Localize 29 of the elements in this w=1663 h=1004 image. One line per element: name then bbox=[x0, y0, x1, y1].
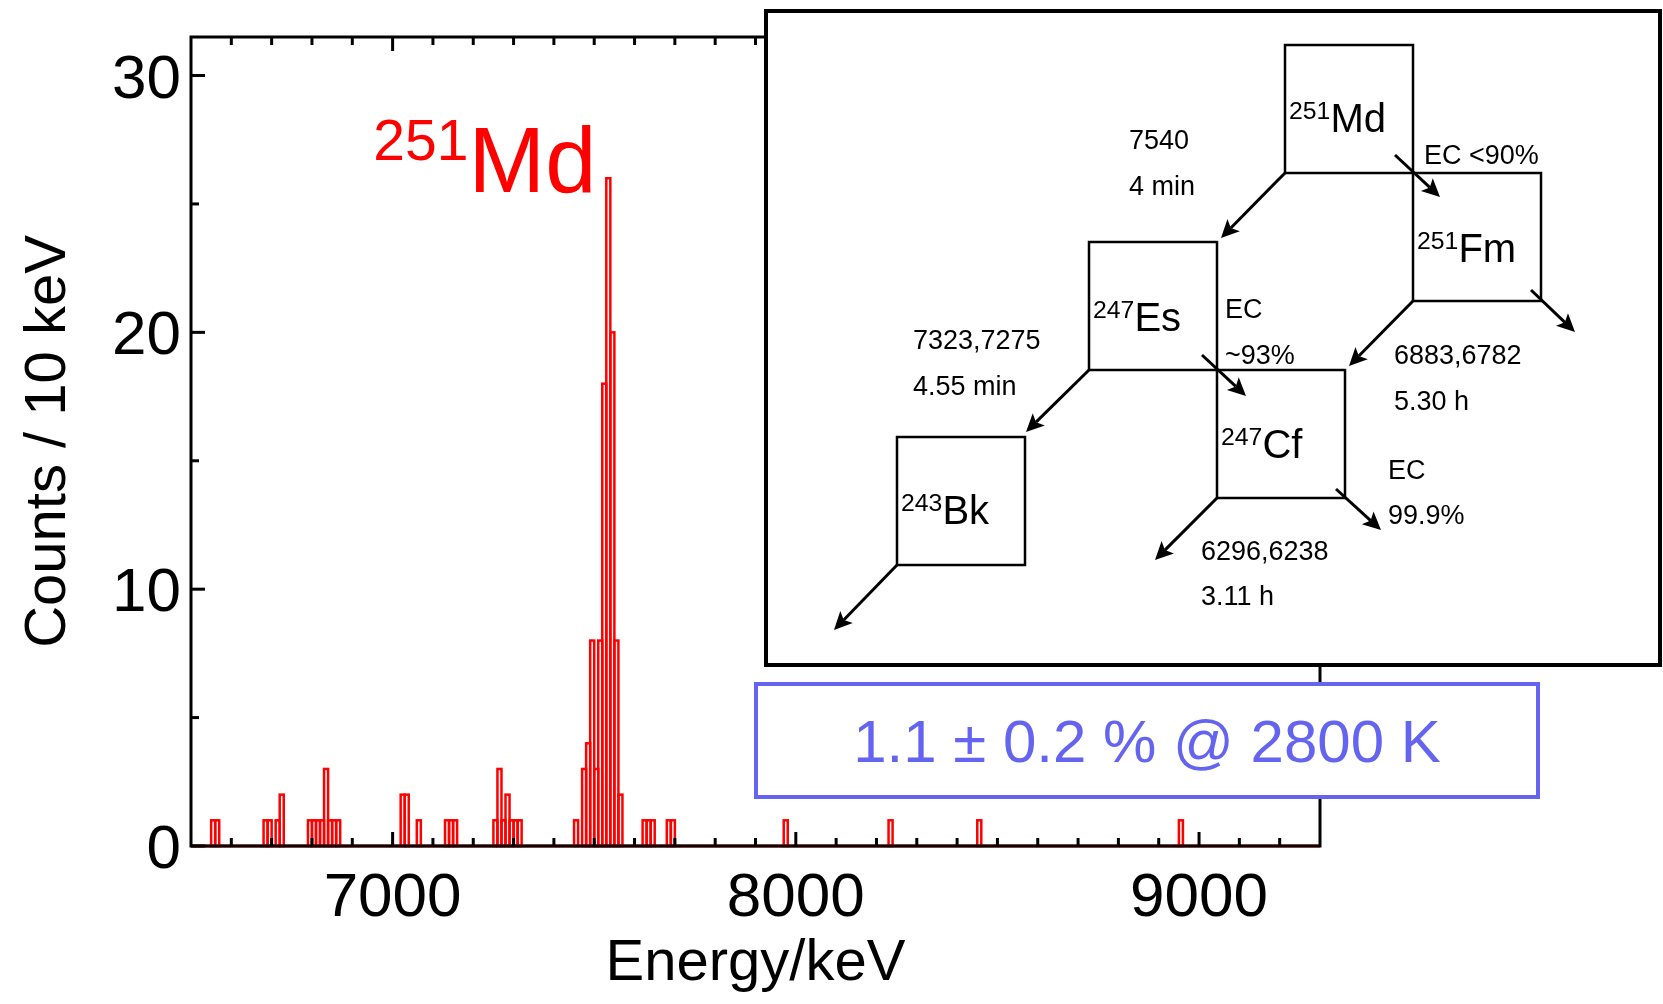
y-axis-title: Counts / 10 keV bbox=[12, 234, 77, 648]
annotation: 7540 bbox=[1129, 125, 1190, 155]
y-tick-label: 10 bbox=[112, 555, 181, 625]
x-tick-label: 7000 bbox=[323, 860, 462, 929]
x-tick-label: 9000 bbox=[1130, 860, 1268, 929]
annotation: 3.11 h bbox=[1201, 581, 1275, 611]
text: 6883,6782 bbox=[1394, 340, 1522, 370]
annotation: 6296,6238 bbox=[1201, 536, 1329, 566]
annotation: 7323,7275 bbox=[913, 325, 1041, 355]
text: 99.9% bbox=[1388, 500, 1465, 530]
annotation: $^{251}$Md bbox=[373, 108, 597, 212]
text: EC bbox=[1388, 455, 1426, 485]
text: 5.30 h bbox=[1394, 386, 1470, 416]
annotation: $^{243}$Bk bbox=[901, 488, 991, 532]
x-tick-label: 8000 bbox=[726, 860, 865, 929]
annotation: 4 min bbox=[1129, 171, 1196, 201]
y-tick-label: 0 bbox=[146, 812, 181, 881]
x-axis-title: Energy/keV bbox=[605, 927, 906, 992]
y-tick-label: 20 bbox=[112, 298, 181, 368]
annotation: $^{247}$Cf bbox=[1221, 422, 1304, 466]
text: EC <90% bbox=[1424, 140, 1539, 170]
annotation: 1.1 ± 0.2 % @ 2800 K bbox=[853, 708, 1441, 775]
annotation: ~93% bbox=[1225, 340, 1295, 370]
text: $^{251}$Fm bbox=[1417, 226, 1517, 270]
annotation: EC bbox=[1225, 294, 1263, 324]
y-tick-label: 30 bbox=[112, 41, 181, 111]
annotation: 4.55 min bbox=[913, 371, 1017, 401]
annotation: $^{251}$Md bbox=[1289, 96, 1386, 140]
annotation: $^{247}$Es bbox=[1093, 295, 1182, 339]
